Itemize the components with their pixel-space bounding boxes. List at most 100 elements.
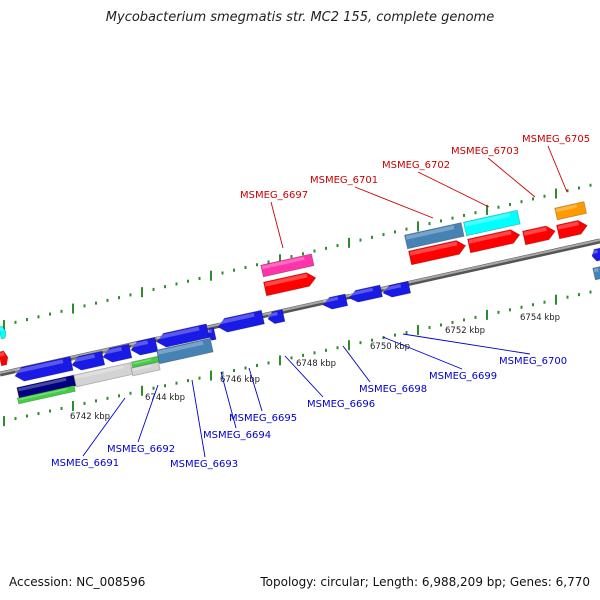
tick-mark [382, 233, 385, 237]
gene-feature[interactable] [13, 356, 74, 383]
feature-gloss [409, 241, 458, 256]
feature-gloss [464, 212, 511, 227]
tick-mark [440, 219, 442, 223]
forward-gene-label[interactable]: MSMEG_6703 [451, 146, 519, 157]
forward-gene-label[interactable]: MSMEG_6701 [310, 175, 378, 186]
tick-mark [187, 379, 189, 383]
tick-mark [497, 310, 500, 314]
forward-gene-label[interactable]: MSMEG_6702 [382, 160, 450, 171]
gene-feature[interactable] [267, 309, 286, 325]
feature-gloss [382, 284, 402, 292]
tick-mark [118, 296, 120, 300]
reverse-gene-label[interactable]: MSMEG_6695 [229, 413, 297, 424]
gene-feature[interactable] [70, 350, 106, 372]
tick-mark [578, 293, 580, 297]
forward-gene-leader [487, 157, 536, 198]
tick-mark [175, 381, 178, 385]
feature-gloss [555, 204, 578, 213]
reverse-gene-leader [248, 367, 263, 412]
tick-mark [290, 255, 293, 259]
tick-mark [267, 361, 270, 365]
feature-gloss [267, 311, 278, 318]
reverse-gene-label[interactable]: MSMEG_6699 [429, 371, 497, 382]
reverse-gene-label[interactable]: MSMEG_6698 [359, 384, 427, 395]
gene-feature[interactable] [260, 253, 315, 278]
feature-gloss [0, 327, 4, 332]
gene-feature[interactable] [155, 323, 210, 349]
genome-backbone-highlight [0, 239, 600, 374]
reverse-gene-label[interactable]: MSMEG_6693 [170, 459, 238, 470]
tick-mark [3, 416, 5, 427]
feature-shape [16, 374, 77, 399]
tick-mark [371, 338, 373, 342]
gene-feature[interactable] [156, 337, 214, 365]
tick-mark [72, 303, 74, 314]
tick-mark [267, 260, 270, 264]
tick-mark [313, 249, 316, 253]
forward-gene-leader [354, 186, 434, 219]
feature-shape [267, 309, 286, 325]
reverse-gene-label[interactable]: MSMEG_6691 [51, 458, 119, 469]
tick-mark [555, 188, 557, 199]
feature-gloss [130, 340, 149, 348]
forward-gene-label[interactable]: MSMEG_6697 [240, 190, 308, 201]
gene-feature[interactable] [592, 265, 600, 281]
tick-mark [164, 285, 166, 289]
reverse-gene-label[interactable]: MSMEG_6692 [107, 444, 175, 455]
feature-shape [467, 229, 521, 254]
gene-feature[interactable] [0, 325, 7, 340]
feature-shape [71, 350, 106, 371]
gene-feature[interactable] [463, 209, 521, 237]
gene-feature[interactable] [207, 327, 217, 341]
tick-mark [141, 287, 143, 298]
reverse-gene-label[interactable]: MSMEG_6694 [203, 430, 271, 441]
gene-feature[interactable] [522, 224, 556, 246]
tick-mark [141, 385, 143, 396]
tick-mark [451, 216, 454, 220]
tick-mark [129, 293, 132, 297]
tick-mark [95, 301, 97, 305]
gene-feature[interactable] [16, 385, 76, 405]
gene-feature[interactable] [382, 280, 412, 299]
tick-mark [336, 346, 339, 350]
gene-feature[interactable] [16, 374, 77, 399]
gene-feature[interactable] [101, 343, 133, 364]
gene-feature[interactable] [408, 239, 467, 266]
gene-feature[interactable] [322, 293, 349, 311]
tick-mark [555, 294, 557, 305]
gene-feature[interactable] [263, 271, 317, 297]
tick-mark [566, 189, 569, 193]
feature-gloss [18, 388, 67, 401]
feature-shape [0, 325, 7, 340]
feature-shape [0, 350, 9, 367]
gene-feature[interactable] [0, 350, 9, 367]
tick-mark [60, 309, 63, 313]
gene-feature[interactable] [554, 201, 588, 221]
gene-feature[interactable] [591, 247, 600, 262]
tick-mark [474, 211, 477, 215]
forward-gene-label[interactable]: MSMEG_6705 [522, 134, 590, 145]
reverse-gene-leader [342, 345, 371, 383]
reverse-gene-label[interactable]: MSMEG_6696 [307, 399, 375, 410]
gene-feature[interactable] [130, 361, 161, 377]
kbp-scale: 6742 kbp 6744 kbp 6746 kbp 6748 kbp 6750 kbp… [70, 313, 560, 422]
tick-mark [60, 406, 63, 410]
feature-shape [408, 240, 467, 266]
gene-feature[interactable] [556, 219, 588, 240]
tick-mark [210, 370, 212, 381]
tick-mark [359, 238, 362, 242]
forward-gene-leader [270, 201, 284, 249]
gene-feature[interactable] [467, 228, 521, 254]
feature-gloss [71, 353, 95, 363]
gene-feature[interactable] [348, 284, 383, 304]
tick-mark [26, 414, 28, 418]
gene-feature[interactable] [404, 222, 465, 250]
feature-gloss [591, 249, 598, 255]
reverse-gene-label[interactable]: MSMEG_6700 [499, 356, 567, 367]
tick-mark [520, 305, 523, 309]
gene-feature[interactable] [129, 337, 159, 357]
gene-feature[interactable] [216, 309, 265, 334]
feature-gloss [156, 326, 200, 340]
